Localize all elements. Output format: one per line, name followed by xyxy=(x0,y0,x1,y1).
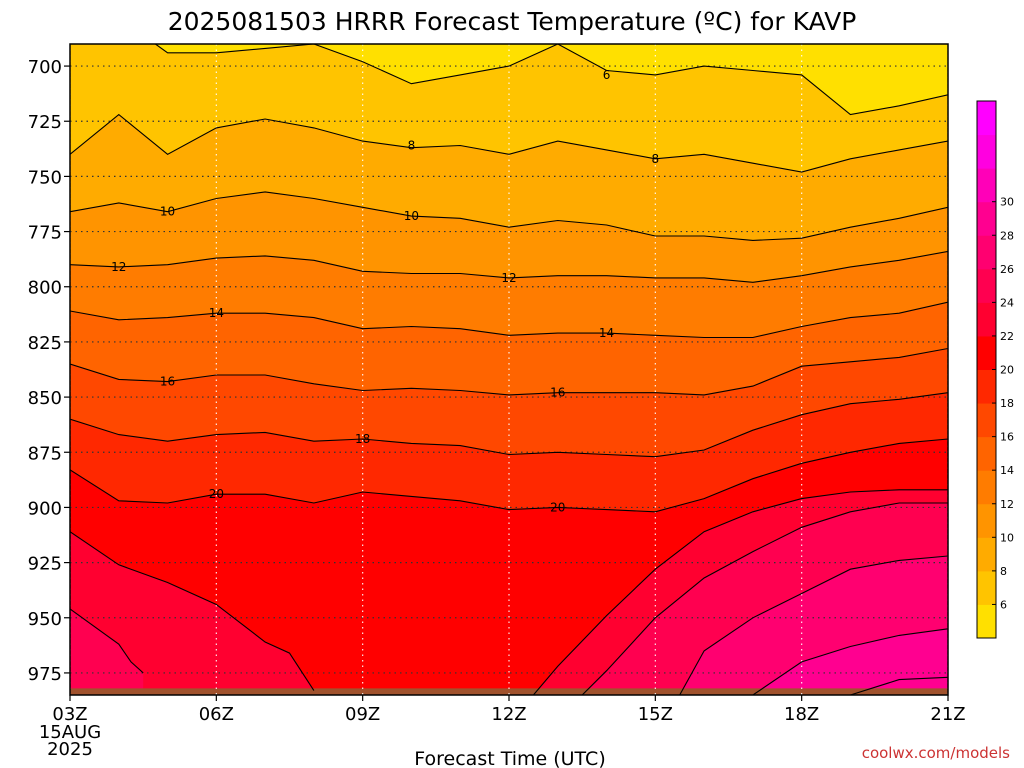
chart-title: 2025081503 HRRR Forecast Temperature (ºC… xyxy=(168,7,857,36)
y-axis: 700 725 750 775 800 825 850 875 900 925 950 975 xyxy=(28,57,70,685)
colorbar-label-8: 8 xyxy=(1000,565,1007,578)
contour-label-3: 10 xyxy=(160,205,175,219)
contour-label-6: 12 xyxy=(501,271,516,285)
colorbar-label-6: 6 xyxy=(1000,598,1007,611)
contour-22-8 xyxy=(70,531,315,691)
contour-22-9 xyxy=(532,489,948,695)
x-axis-label: Forecast Time (UTC) xyxy=(414,748,605,768)
x-tick-label-06Z: 06Z xyxy=(199,704,234,725)
contour-label-7: 14 xyxy=(209,306,224,320)
y-tick-label-825: 825 xyxy=(28,333,62,354)
colorbar-swatch-0 xyxy=(977,604,996,639)
colorbar-label-24: 24 xyxy=(1000,296,1014,309)
contour-8-1 xyxy=(70,113,948,173)
band-above-22 xyxy=(70,531,314,695)
contour-label-0: 6 xyxy=(603,68,611,82)
colorbar-label-12: 12 xyxy=(1000,498,1014,511)
contour-20-7 xyxy=(70,438,948,513)
contour-label-10: 16 xyxy=(550,386,565,400)
contour-label-1: 8 xyxy=(408,139,416,153)
colorbar-label-28: 28 xyxy=(1000,229,1014,242)
x-tick-label-18Z: 18Z xyxy=(784,704,819,725)
contour-label-11: 18 xyxy=(355,432,370,446)
contour-16-5 xyxy=(70,347,948,396)
band-above-28 xyxy=(752,628,948,695)
x-date-label-1: 2025 xyxy=(47,739,93,760)
colorbar-label-20: 20 xyxy=(1000,364,1014,377)
contour-label-13: 20 xyxy=(550,500,565,514)
y-tick-label-850: 850 xyxy=(28,388,62,409)
colorbar-label-30: 30 xyxy=(1000,196,1014,209)
y-tick-label-975: 975 xyxy=(28,664,62,685)
y-tick-label-900: 900 xyxy=(28,498,62,519)
band-above-24 xyxy=(70,608,144,695)
colorbar-swatch-7 xyxy=(977,369,996,404)
colorbar: 6 8 10 12 14 16 18 20 22 24 26 28 30 xyxy=(976,100,1014,639)
colorbar-swatch-10 xyxy=(977,268,996,303)
y-tick-label-925: 925 xyxy=(28,554,62,575)
colorbar-swatch-2 xyxy=(977,537,996,572)
colorbar-swatch-4 xyxy=(977,470,996,505)
colorbar-label-10: 10 xyxy=(1000,531,1014,544)
y-tick-label-800: 800 xyxy=(28,278,62,299)
colorbar-label-18: 18 xyxy=(1000,397,1014,410)
x-date-label-0: 15AUG xyxy=(39,722,101,743)
contour-label-9: 16 xyxy=(160,375,175,389)
y-tick-label-700: 700 xyxy=(28,57,62,78)
y-tick-label-750: 750 xyxy=(28,167,62,188)
y-tick-label-875: 875 xyxy=(28,443,62,464)
colorbar-swatch-15 xyxy=(977,101,996,136)
colorbar-swatch-12 xyxy=(977,201,996,236)
contour-label-12: 20 xyxy=(209,487,224,501)
colorbar-swatch-6 xyxy=(977,403,996,438)
colorbar-swatch-1 xyxy=(977,570,996,605)
plot-area: 6 8 8 10 10 12 12 14 14 16 16 18 20 20 xyxy=(69,43,949,696)
contour-26-12 xyxy=(679,555,948,695)
colorbar-label-16: 16 xyxy=(1000,431,1014,444)
contour-label-8: 14 xyxy=(599,326,614,340)
x-tick-label-12Z: 12Z xyxy=(491,704,526,725)
contour-24-11 xyxy=(581,502,948,695)
contour-10-2 xyxy=(70,191,948,241)
colorbar-swatch-9 xyxy=(977,302,996,337)
contour-label-5: 12 xyxy=(111,260,126,274)
y-tick-label-950: 950 xyxy=(28,609,62,630)
colorbar-swatch-5 xyxy=(977,436,996,471)
contour-28-13 xyxy=(752,628,948,695)
ground-strip xyxy=(70,688,948,695)
colorbar-swatch-11 xyxy=(977,235,996,270)
x-tick-label-21Z: 21Z xyxy=(930,704,965,725)
y-tick-label-775: 775 xyxy=(28,223,62,244)
colorbar-swatch-14 xyxy=(977,134,996,169)
contour-label-2: 8 xyxy=(652,152,660,166)
contour-14-4 xyxy=(70,301,948,339)
colorbar-swatch-8 xyxy=(977,335,996,370)
contour-label-4: 10 xyxy=(404,209,419,223)
x-tick-label-09Z: 09Z xyxy=(345,704,380,725)
contour-6-0 xyxy=(155,44,948,116)
x-tick-label-03Z: 03Z xyxy=(52,704,87,725)
contour-30-14 xyxy=(850,676,948,695)
contour-24-10 xyxy=(70,608,144,674)
contour-12-3 xyxy=(70,250,948,283)
colorbar-swatch-3 xyxy=(977,503,996,538)
colorbar-label-22: 22 xyxy=(1000,330,1014,343)
colorbar-label-14: 14 xyxy=(1000,464,1014,477)
colorbar-swatch-13 xyxy=(977,168,996,203)
x-tick-label-15Z: 15Z xyxy=(638,704,673,725)
y-tick-label-725: 725 xyxy=(28,112,62,133)
colorbar-label-26: 26 xyxy=(1000,263,1014,276)
credit-text: coolwx.com/models xyxy=(862,744,1010,762)
contour-18-6 xyxy=(70,392,948,458)
